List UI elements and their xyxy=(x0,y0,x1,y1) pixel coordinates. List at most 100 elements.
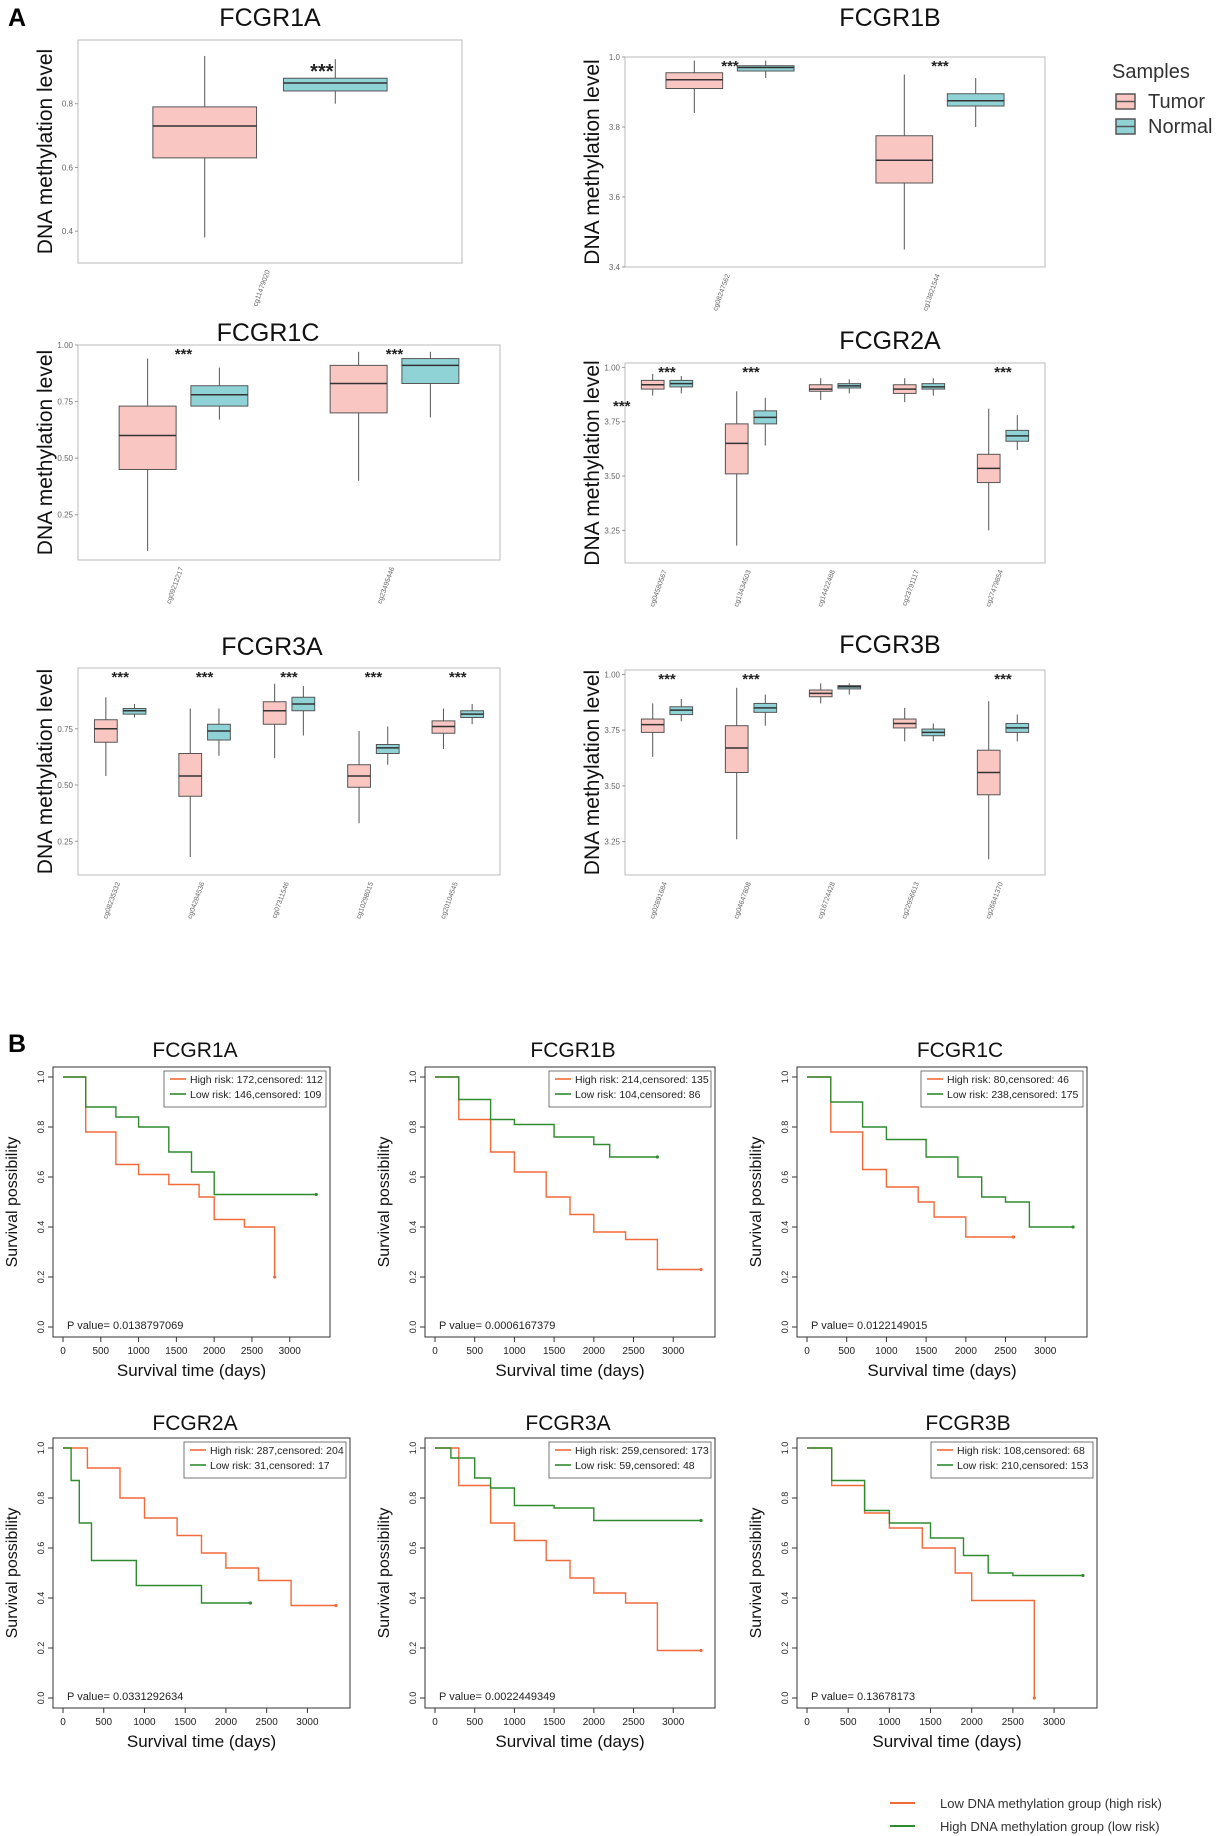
x-tick-label: 1000 xyxy=(503,1346,526,1357)
y-tick-label: 3.25 xyxy=(604,526,620,535)
y-tick-label: 3.8 xyxy=(609,123,621,132)
survival-plot-fcgr3a: FCGR3A 0 500 1000 1500 2000 2500 3000 0.0 0.2 0.4 0… xyxy=(376,1412,716,1751)
chart-title: FCGR1A xyxy=(219,4,321,32)
y-tick-label: 1.0 xyxy=(780,1071,790,1084)
box-normal-cg10298015 xyxy=(375,726,400,765)
risk-legend-label: Low risk: 104,censored: 86 xyxy=(575,1089,701,1101)
y-tick-label: 3.4 xyxy=(609,263,621,272)
x-tick-label: cg14422488 xyxy=(817,569,837,608)
x-tick-label: 2500 xyxy=(241,1346,264,1357)
survival-legend: Low DNA methylation group (high risk) Hi… xyxy=(890,1796,1162,1834)
p-value-label: P value= 0.0138797069 xyxy=(67,1320,183,1332)
box-tumor-cg07311546 xyxy=(262,683,287,758)
y-tick-label: 0.2 xyxy=(36,1271,46,1284)
x-tick-label: 1000 xyxy=(875,1346,898,1357)
methylation-legend: Samples Tumor Normal xyxy=(1112,61,1212,138)
x-tick-label: 3000 xyxy=(279,1346,302,1357)
x-tick-label: 3000 xyxy=(1043,1717,1066,1728)
x-tick-label: 500 xyxy=(92,1346,109,1357)
y-tick-label: 0.2 xyxy=(408,1642,418,1655)
survival-curve-low-risk xyxy=(807,1076,1073,1228)
y-tick-label: 0.75 xyxy=(57,398,73,407)
methylation-legend-title: Samples xyxy=(1112,61,1190,83)
box-iqr xyxy=(178,753,203,797)
y-tick-label: 0.4 xyxy=(408,1592,418,1605)
plot-frame xyxy=(52,1066,331,1338)
x-tick-label: 0 xyxy=(804,1346,810,1357)
x-tick-label: 3000 xyxy=(1034,1346,1057,1357)
survival-curve-high-risk xyxy=(435,1447,701,1652)
box-normal-cg23791117 xyxy=(921,378,946,396)
box-iqr xyxy=(724,725,749,774)
box-normal-cg22956613 xyxy=(921,723,946,742)
chart-title: FCGR3A xyxy=(525,1412,610,1435)
y-tick-label: 1.0 xyxy=(408,1071,418,1084)
box-tumor-cg08247562 xyxy=(665,60,724,113)
y-tick-label: 0.4 xyxy=(62,227,74,236)
x-tick-label: cg16724428 xyxy=(817,881,837,920)
box-iqr xyxy=(946,93,1005,107)
risk-legend-label: Low risk: 210,censored: 153 xyxy=(957,1460,1088,1472)
x-tick-label: cg07311546 xyxy=(271,881,291,919)
x-tick-label: 1000 xyxy=(878,1717,901,1728)
chart-title: FCGR1C xyxy=(217,319,320,347)
box-normal-cg08247562 xyxy=(736,60,795,78)
x-tick-label: cg27479854 xyxy=(985,569,1005,608)
plot-frame xyxy=(624,669,1046,876)
censor-mark xyxy=(699,1267,703,1272)
significance-label: *** xyxy=(742,364,760,381)
y-tick-label: 0.8 xyxy=(408,1492,418,1505)
y-tick-label: 0.4 xyxy=(780,1221,790,1234)
box-tumor-cg11479020 xyxy=(152,55,258,238)
box-normal-cg23495446 xyxy=(401,351,460,418)
y-tick-label: 0.0 xyxy=(780,1692,790,1705)
risk-legend-label: Low risk: 146,censored: 109 xyxy=(190,1089,321,1101)
x-tick-label: 1000 xyxy=(133,1717,156,1728)
y-axis-label: Survival possibility xyxy=(748,1137,765,1268)
y-axis-label: DNA methylation level xyxy=(581,670,604,875)
x-tick-label: cg04284536 xyxy=(187,881,207,920)
risk-legend-label: High risk: 259,censored: 173 xyxy=(575,1445,709,1457)
boxplot-fcgr3b: FCGR3B DNA methylation level 3.25 3.50 3.75 1… xyxy=(581,631,1046,920)
survival-curve-low-risk xyxy=(807,1447,1083,1577)
boxplot-fcgr1a: FCGR1A DNA methylation level 0.4 0.6 0.8 cg11… xyxy=(34,4,463,307)
x-tick-label: cg02891684 xyxy=(649,881,669,920)
p-value-label: P value= 0.13678173 xyxy=(811,1691,915,1703)
box-tumor-cg10298015 xyxy=(347,731,371,824)
y-tick-label: 0.0 xyxy=(408,1692,418,1705)
x-tick-label: 2500 xyxy=(1002,1717,1025,1728)
box-iqr xyxy=(282,77,388,92)
x-tick-label: 1500 xyxy=(543,1346,566,1357)
y-tick-label: 0.2 xyxy=(408,1271,418,1284)
y-tick-label: 0.2 xyxy=(780,1271,790,1284)
p-value-label: P value= 0.0122149015 xyxy=(811,1320,927,1332)
significance-label: *** xyxy=(449,669,467,686)
y-tick-label: 1.0 xyxy=(408,1442,418,1455)
y-tick-label: 0.6 xyxy=(36,1542,46,1555)
risk-legend-box xyxy=(548,1070,712,1108)
censor-mark xyxy=(273,1275,277,1279)
risk-legend-box xyxy=(920,1070,1084,1108)
box-iqr xyxy=(190,385,249,407)
significance-label: *** xyxy=(111,669,129,686)
x-tick-label: 1500 xyxy=(543,1717,566,1728)
box-normal-cg02891684 xyxy=(669,698,694,722)
survival-legend-label-high-risk: Low DNA methylation group (high risk) xyxy=(940,1796,1162,1811)
x-tick-label: 500 xyxy=(95,1717,112,1728)
x-tick-label: 3000 xyxy=(662,1346,685,1357)
legend-label-normal: Normal xyxy=(1148,116,1212,138)
significance-label: *** xyxy=(658,364,676,381)
risk-legend-label: High risk: 287,censored: 204 xyxy=(210,1445,344,1457)
p-value-label: P value= 0.0022449349 xyxy=(439,1691,555,1703)
box-normal-cg26841370 xyxy=(1005,714,1030,742)
chart-panels: FCGR1A DNA methylation level 0.4 0.6 0.8 cg11… xyxy=(4,4,1098,1751)
y-axis-label: DNA methylation level xyxy=(34,49,57,254)
censor-mark xyxy=(1081,1573,1085,1578)
box-tumor-cg09212217 xyxy=(118,358,177,551)
box-tumor-cg26841370 xyxy=(976,701,1001,860)
box-iqr xyxy=(118,405,177,470)
y-tick-label: 3.50 xyxy=(604,782,620,791)
box-normal-cg04284536 xyxy=(207,708,231,756)
x-tick-label: cg23495446 xyxy=(377,566,397,605)
